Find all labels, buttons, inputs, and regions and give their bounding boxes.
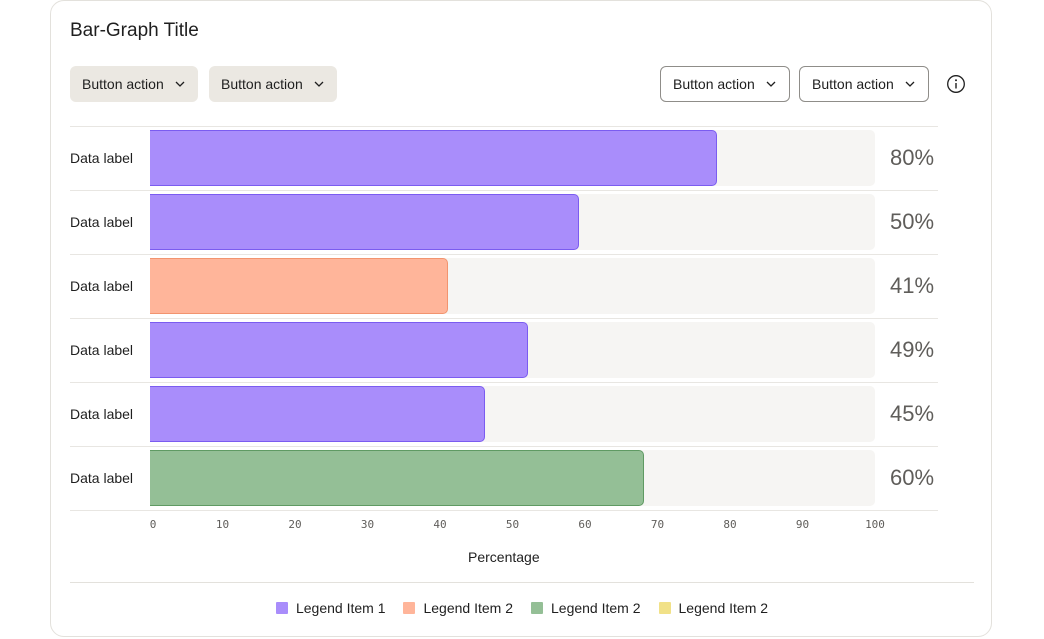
x-tick-label: 50 (505, 518, 520, 531)
row-divider (70, 382, 938, 383)
row-divider (70, 510, 938, 511)
bar[interactable] (150, 130, 717, 186)
row-divider (70, 446, 938, 447)
legend-item[interactable]: Legend Item 2 (403, 600, 513, 616)
chevron-down-icon (174, 78, 186, 90)
legend-label: Legend Item 2 (678, 600, 769, 616)
action-button-4-label: Button action (812, 76, 894, 92)
legend-swatch (275, 602, 288, 614)
x-tick-label: 0 (149, 518, 157, 531)
category-label: Data label (70, 342, 134, 358)
value-label: 60% (890, 465, 935, 490)
x-tick-label: 70 (650, 518, 665, 531)
chevron-down-icon (765, 78, 777, 90)
action-button-1[interactable]: Button action (70, 66, 198, 102)
category-label: Data label (70, 278, 134, 294)
legend-item[interactable]: Legend Item 2 (531, 600, 641, 616)
action-button-2[interactable]: Button action (209, 66, 337, 102)
action-button-4[interactable]: Button action (799, 66, 929, 102)
value-label: 41% (890, 273, 935, 298)
bar[interactable] (150, 322, 528, 378)
x-axis-label: Percentage (468, 549, 540, 565)
value-label: 50% (890, 209, 935, 234)
legend-divider (70, 582, 974, 583)
legend-label: Legend Item 1 (295, 600, 386, 616)
row-divider (70, 254, 938, 255)
legend-swatch (658, 602, 671, 614)
category-label: Data label (70, 150, 134, 166)
value-label: 49% (890, 337, 935, 362)
category-label: Data label (70, 406, 134, 422)
x-tick-label: 60 (578, 518, 592, 531)
bar[interactable] (150, 258, 449, 314)
value-label: 80% (890, 145, 935, 170)
legend-swatch (531, 602, 543, 614)
action-button-1-label: Button action (82, 76, 164, 92)
legend-label: Legend Item 2 (423, 600, 513, 616)
bar[interactable] (150, 386, 485, 442)
legend-swatch (403, 602, 416, 614)
category-label: Data label (70, 214, 134, 230)
legend-label: Legend Item 2 (551, 600, 641, 616)
action-button-3-label: Button action (673, 76, 755, 92)
x-tick-label: 90 (795, 518, 810, 531)
x-tick-label: 30 (360, 518, 375, 531)
category-label: Data label (70, 470, 134, 486)
chevron-down-icon (313, 78, 325, 90)
x-tick-label: 10 (215, 518, 230, 531)
x-tick-label: 80 (723, 518, 737, 531)
x-tick-label: 40 (433, 518, 447, 531)
action-button-3[interactable]: Button action (660, 66, 790, 102)
legend-item[interactable]: Legend Item 1 (275, 600, 386, 616)
chart-title: Bar-Graph Title (70, 20, 199, 41)
chevron-down-icon (904, 78, 916, 90)
action-button-2-label: Button action (221, 76, 303, 92)
row-divider (70, 126, 938, 127)
bar[interactable] (150, 194, 579, 250)
info-icon[interactable] (946, 74, 966, 94)
bar[interactable] (150, 450, 644, 506)
x-tick-label: 20 (288, 518, 302, 531)
row-divider (70, 190, 938, 191)
legend: Legend Item 1 Legend Item 2 Legend Item 2 L… (0, 600, 1044, 616)
legend-item[interactable]: Legend Item 2 (658, 600, 769, 616)
x-tick-label: 100 (865, 518, 885, 531)
value-label: 45% (890, 401, 935, 426)
row-divider (70, 318, 938, 319)
